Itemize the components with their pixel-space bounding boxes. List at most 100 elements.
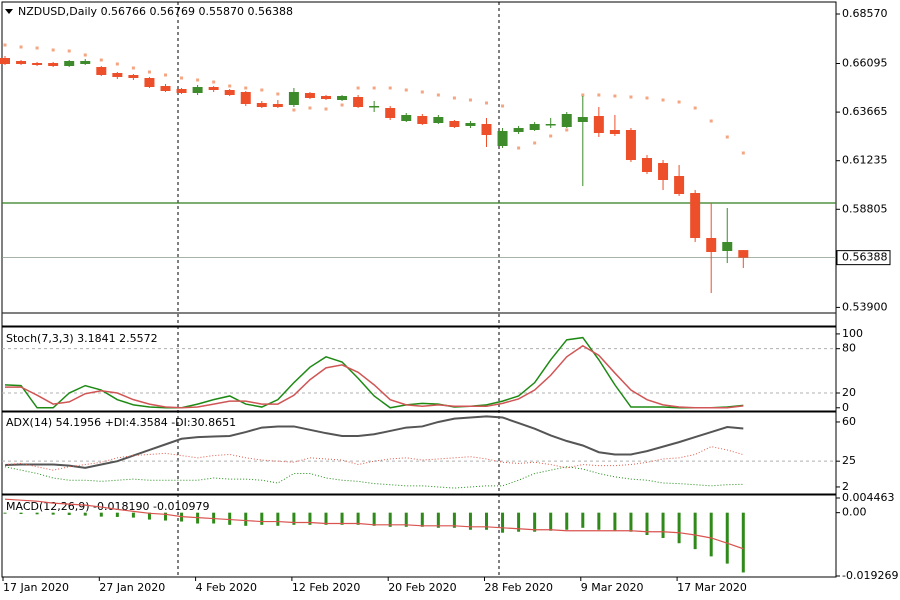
- histogram-bar: [565, 512, 569, 530]
- candle-body: [144, 78, 155, 87]
- candle-body: [690, 193, 701, 238]
- sar-dot: [180, 76, 184, 80]
- candle-body: [433, 117, 444, 123]
- sar-dot: [693, 106, 697, 110]
- histogram-bar: [597, 512, 601, 530]
- y-tick-label: 80: [842, 342, 856, 355]
- sar-dot: [67, 49, 71, 53]
- y-tick-label: 0.68570: [842, 7, 888, 20]
- y-tick-label: 0.58805: [842, 202, 888, 215]
- candle-body: [112, 73, 123, 77]
- sar-dot: [3, 43, 7, 47]
- y-tick-label: 0.63665: [842, 105, 888, 118]
- signal-line: [4, 498, 744, 550]
- y-tick-label: 100: [842, 327, 863, 340]
- pane-title: ADX(14) 54.1956 +DI:4.3584 -DI:30.8651: [6, 416, 236, 429]
- candle-body: [642, 158, 652, 172]
- menu-arrow: [5, 9, 13, 14]
- histogram-bar: [436, 512, 440, 528]
- candle-body: [0, 58, 10, 64]
- histogram-bar: [677, 512, 681, 544]
- sar-dot: [244, 86, 248, 90]
- sar-dot: [436, 93, 440, 97]
- pane-title: NZDUSD,Daily 0.56766 0.56769 0.55870 0.5…: [18, 5, 293, 18]
- y-tick-label: -0.019269: [842, 569, 898, 582]
- histogram-bar: [292, 512, 296, 525]
- sar-dot: [260, 88, 264, 92]
- histogram-bar: [533, 512, 537, 532]
- candle-body: [353, 97, 364, 107]
- sar-dot: [131, 66, 135, 70]
- sar-dot: [35, 46, 39, 50]
- current-price-box: [836, 250, 891, 266]
- histogram-bar: [3, 512, 7, 514]
- histogram-bar: [67, 512, 71, 515]
- sar-dot: [99, 58, 103, 62]
- candle-body: [272, 104, 283, 107]
- sar-dot: [324, 107, 328, 111]
- indicator-line: [4, 415, 744, 469]
- sar-dot: [164, 73, 167, 77]
- candle-body: [449, 121, 460, 127]
- x-tick-label: 17 Jan 2020: [3, 581, 69, 594]
- candle-body: [240, 92, 251, 104]
- sar-dot: [388, 86, 392, 90]
- histogram-bar: [131, 512, 135, 518]
- sar-dot: [565, 128, 569, 132]
- candle-body: [481, 124, 492, 135]
- sar-dot: [517, 146, 521, 150]
- y-tick-label: 2: [842, 480, 849, 493]
- histogram-bar: [693, 512, 697, 550]
- candle-body: [208, 87, 219, 90]
- y-tick-label: 0.66095: [842, 57, 888, 70]
- candle-body: [674, 176, 685, 194]
- histogram-bar: [613, 512, 617, 531]
- sar-dot: [597, 93, 601, 97]
- candle-body: [337, 96, 348, 100]
- sar-dot: [308, 106, 312, 110]
- sar-dot: [549, 134, 553, 138]
- x-tick-label: 20 Feb 2020: [388, 581, 456, 594]
- x-tick-label: 9 Mar 2020: [581, 581, 644, 594]
- candle-body: [385, 108, 396, 118]
- pane-title: Stoch(7,3,3) 3.1841 2.5572: [6, 332, 158, 345]
- x-tick-label: 17 Mar 2020: [677, 581, 747, 594]
- sar-dot: [83, 53, 87, 57]
- histogram-bar: [51, 512, 55, 515]
- candle-body: [497, 131, 508, 146]
- y-tick-label: 25: [842, 454, 856, 467]
- sar-dot: [115, 62, 119, 66]
- candle-body: [256, 103, 267, 107]
- sar-dot: [51, 48, 55, 52]
- histogram-bar: [115, 512, 119, 517]
- x-tick-label: 27 Jan 2020: [99, 581, 165, 594]
- sar-dot: [485, 101, 488, 105]
- histogram-bar: [468, 512, 472, 530]
- candle-body: [369, 106, 380, 108]
- candle-body: [593, 116, 604, 133]
- sar-dot: [661, 98, 665, 102]
- y-tick-label: 0.00: [842, 506, 867, 519]
- sar-dot: [533, 141, 537, 145]
- sar-dot: [276, 92, 280, 96]
- candle-body: [321, 96, 331, 99]
- histogram-bar: [228, 512, 232, 525]
- histogram-bar: [661, 512, 665, 538]
- pane-title: MACD(12,26,9) -0.018190 -0.010979: [6, 500, 209, 513]
- sar-dot: [613, 94, 617, 98]
- sar-dot: [677, 100, 681, 104]
- sar-dot: [741, 151, 745, 155]
- candle-body: [48, 63, 59, 66]
- histogram-bar: [517, 512, 521, 532]
- histogram-bar: [452, 512, 456, 528]
- sar-dot: [420, 90, 424, 94]
- y-tick-label: 20: [842, 386, 856, 399]
- histogram-bar: [164, 512, 167, 521]
- candle-body: [32, 63, 43, 65]
- histogram-bar: [581, 512, 585, 528]
- sar-dot: [372, 86, 376, 90]
- candle-body: [224, 90, 235, 95]
- indicator-line: [5, 344, 744, 409]
- sar-dot: [292, 108, 296, 112]
